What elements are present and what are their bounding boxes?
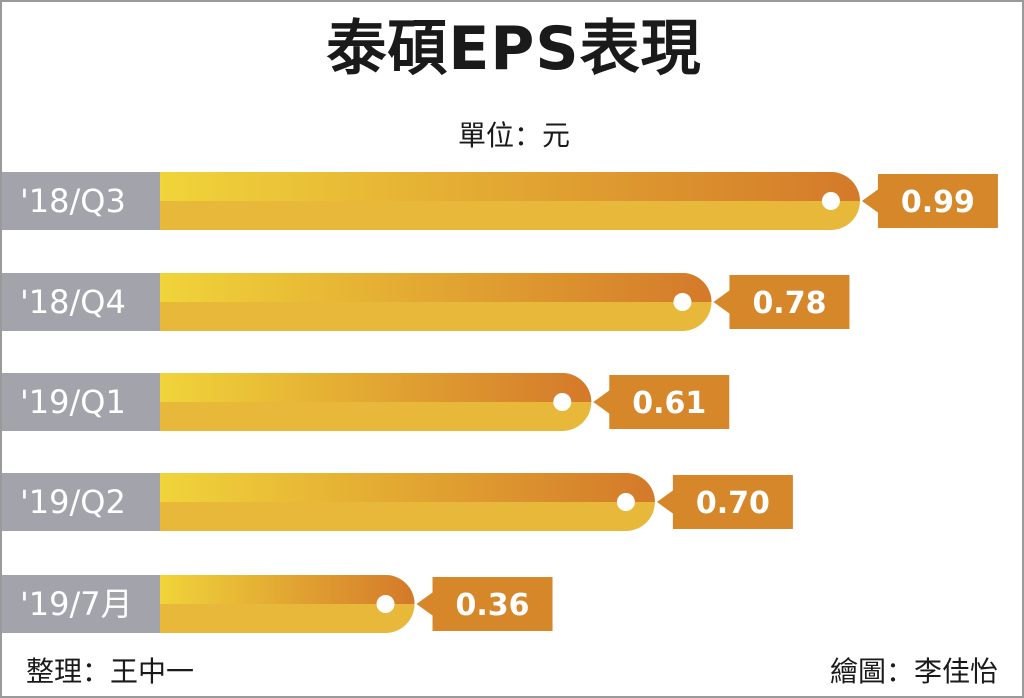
category-label: '19/Q1 (20, 383, 126, 421)
bar-row: '18/Q4 0.78 (2, 273, 850, 331)
value-pointer (861, 188, 880, 214)
category-label: '18/Q4 (20, 283, 126, 321)
value-box (729, 275, 850, 329)
bar-row: '19/7月 0.36 (2, 575, 553, 633)
bar-highlight (160, 575, 415, 604)
source-credit: 整理：王中一 (26, 655, 195, 688)
value-box (432, 577, 553, 631)
bar-row: '19/Q1 0.61 (2, 373, 730, 431)
bar-end-marker (821, 192, 840, 210)
value-box (877, 174, 998, 228)
category-label: '19/Q2 (20, 483, 126, 521)
category-label-bg (2, 273, 160, 331)
bar-end-marker (616, 493, 635, 511)
chart-title: 泰碩EPS表現 (326, 14, 702, 84)
value-pointer (656, 489, 675, 515)
category-label-bg (2, 172, 160, 230)
bar-highlight (160, 473, 655, 502)
category-label: '18/Q3 (20, 182, 126, 220)
value-pointer (593, 389, 612, 415)
value-label: 0.36 (456, 588, 530, 623)
value-pointer (713, 289, 732, 315)
category-label-bg (2, 473, 160, 531)
value-label: 0.78 (752, 286, 826, 321)
bar-highlight (160, 172, 860, 201)
value-box (609, 375, 730, 429)
value-box (672, 475, 793, 529)
bar-end-marker (376, 595, 395, 613)
graphic-credit: 繪圖：李佳怡 (829, 655, 998, 688)
bar-highlight (160, 273, 712, 302)
bar-row: '18/Q3 0.99 (2, 172, 998, 230)
bar-highlight (160, 373, 592, 402)
value-label: 0.61 (632, 386, 706, 421)
bar-end-marker (553, 393, 572, 411)
category-label: '19/7月 (20, 585, 133, 623)
bar-end-marker (673, 293, 692, 311)
value-pointer (416, 591, 435, 617)
bar-row: '19/Q2 0.70 (2, 473, 793, 531)
category-label-bg (2, 373, 160, 431)
value-label: 0.70 (696, 486, 770, 521)
unit-label: 單位：元 (457, 119, 570, 152)
category-label-bg (2, 575, 160, 633)
value-label: 0.99 (901, 185, 975, 220)
